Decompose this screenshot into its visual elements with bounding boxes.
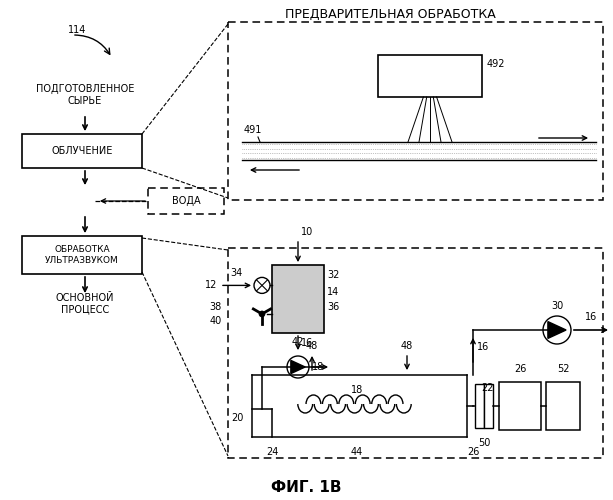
Text: ВОДА: ВОДА	[172, 196, 200, 206]
Text: 38: 38	[210, 302, 222, 312]
Text: 18: 18	[312, 362, 324, 372]
Text: 26: 26	[467, 447, 479, 457]
Bar	[228, 22, 603, 200]
Circle shape	[259, 311, 265, 317]
Text: 12: 12	[205, 280, 217, 290]
Text: 14: 14	[327, 287, 339, 297]
Bar	[272, 265, 324, 333]
Text: 52: 52	[557, 364, 569, 374]
Text: 20: 20	[232, 414, 244, 424]
Text: 491: 491	[244, 125, 262, 135]
Bar	[475, 384, 484, 428]
Polygon shape	[291, 360, 305, 374]
Bar	[484, 384, 493, 428]
Text: ОБЛУЧЕНИЕ: ОБЛУЧЕНИЕ	[51, 146, 113, 156]
Text: 40: 40	[210, 316, 222, 326]
Bar	[148, 188, 224, 214]
Text: 32: 32	[327, 270, 340, 280]
Text: 10: 10	[301, 227, 313, 237]
Text: 492: 492	[487, 59, 506, 69]
Text: 114: 114	[68, 25, 86, 35]
Text: 26: 26	[514, 364, 526, 374]
Text: 44: 44	[351, 447, 363, 457]
Text: ОБРАБОТКА
УЛЬТРАЗВУКОМ: ОБРАБОТКА УЛЬТРАЗВУКОМ	[45, 246, 119, 264]
Text: 16: 16	[477, 342, 489, 352]
Text: 16: 16	[585, 312, 597, 322]
Bar	[378, 55, 482, 97]
Text: 24: 24	[266, 447, 278, 457]
Text: 34: 34	[230, 268, 242, 278]
Text: ПОДГОТОВЛЕННОЕ
СЫРЬЕ: ПОДГОТОВЛЕННОЕ СЫРЬЕ	[36, 84, 134, 106]
Text: 16: 16	[301, 338, 313, 348]
Bar	[546, 382, 580, 430]
Bar	[499, 382, 541, 430]
Text: 22: 22	[481, 383, 493, 393]
Text: 48: 48	[401, 341, 413, 351]
Text: 42: 42	[292, 337, 304, 347]
Text: 48: 48	[306, 341, 318, 351]
Text: 30: 30	[551, 301, 563, 311]
Text: ПРЕДВАРИТЕЛЬНАЯ ОБРАБОТКА: ПРЕДВАРИТЕЛЬНАЯ ОБРАБОТКА	[284, 8, 495, 20]
Bar	[22, 236, 142, 274]
Bar	[22, 134, 142, 168]
Text: 36: 36	[327, 302, 339, 312]
Text: ОСНОВНОЙ
ПРОЦЕСС: ОСНОВНОЙ ПРОЦЕСС	[56, 293, 114, 315]
Text: 50: 50	[478, 438, 490, 448]
Text: 18: 18	[351, 385, 363, 395]
Text: ФИГ. 1В: ФИГ. 1В	[271, 480, 341, 496]
Bar	[228, 248, 603, 458]
Polygon shape	[548, 322, 566, 338]
